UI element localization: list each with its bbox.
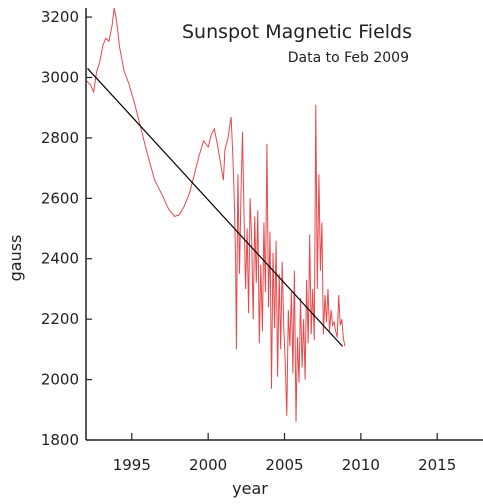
series-line	[85, 7, 346, 422]
chart-subtitle: Data to Feb 2009	[288, 50, 409, 66]
y-ticks: 1800 2000 2200 2400 2600 2800 3000 3200	[41, 8, 92, 449]
y-tick-label: 3000	[41, 68, 79, 86]
y-axis-title: gauss	[6, 235, 25, 282]
plot-area	[85, 7, 346, 422]
x-ticks: 1995 2000 2005 2010 2015	[113, 433, 456, 474]
y-tick-label: 2400	[41, 250, 79, 268]
x-tick-label: 1995	[113, 456, 151, 474]
x-tick-label: 2015	[418, 456, 456, 474]
trend-line	[87, 68, 343, 347]
x-tick-label: 2010	[342, 456, 380, 474]
y-tick-label: 2800	[41, 129, 79, 147]
y-tick-label: 2200	[41, 310, 79, 328]
y-tick-label: 2600	[41, 189, 79, 207]
x-tick-label: 2005	[265, 456, 303, 474]
y-tick-label: 1800	[41, 431, 79, 449]
chart-title: Sunspot Magnetic Fields	[182, 21, 412, 43]
y-tick-label: 2000	[41, 371, 79, 389]
x-tick-label: 2000	[189, 456, 227, 474]
y-tick-label: 3200	[41, 8, 79, 26]
x-axis-title: year	[232, 479, 268, 498]
